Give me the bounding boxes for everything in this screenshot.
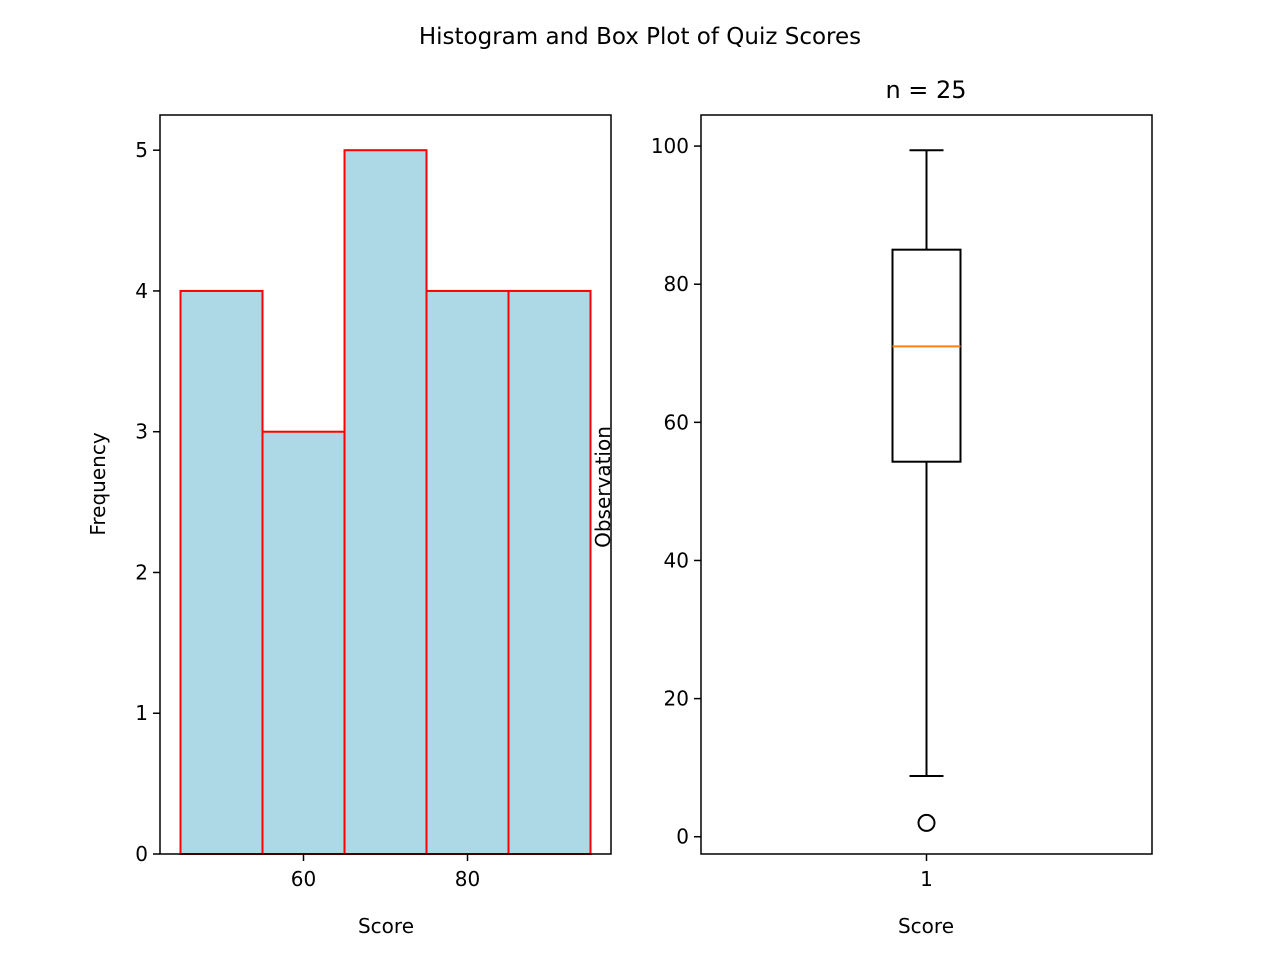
histogram-panel: 0 1 2 3 4 5 60 80 Score Frequency [86, 114, 612, 938]
histogram-bars [179, 149, 592, 855]
histogram-y-label: Frequency [86, 432, 110, 535]
y-tick-label: 0 [676, 825, 689, 849]
y-tick-label: 20 [664, 687, 689, 711]
y-tick-label: 4 [135, 279, 148, 303]
y-tick-label: 2 [135, 560, 148, 584]
box-iqr [891, 248, 962, 463]
y-tick-label: 40 [664, 548, 689, 572]
histogram-x-label: Score [358, 914, 414, 938]
boxplot-marks [891, 149, 962, 832]
boxplot-x-label: Score [898, 914, 954, 938]
outlier-point [917, 813, 936, 832]
histogram-bar [343, 149, 428, 855]
boxplot-panel: n = 25 0 20 40 60 80 100 1 Score Observation [591, 76, 1153, 938]
y-tick-label: 0 [135, 842, 148, 866]
histogram-axes-frame [159, 114, 612, 855]
boxplot-y-label: Observation [591, 426, 615, 548]
histogram-bar [425, 289, 510, 855]
figure-title: Histogram and Box Plot of Quiz Scores [419, 24, 861, 50]
x-tick-label: 60 [291, 867, 316, 891]
histogram-bar [261, 430, 346, 855]
y-tick-label: 3 [135, 420, 148, 444]
histogram-y-ticks: 0 1 2 3 4 5 [135, 138, 160, 866]
y-tick-label: 60 [664, 410, 689, 434]
boxplot-title: n = 25 [885, 76, 966, 104]
histogram-x-ticks: 60 80 [291, 854, 480, 891]
y-tick-label: 5 [135, 138, 148, 162]
histogram-bar [507, 289, 592, 855]
boxplot-x-ticks: 1 [920, 854, 933, 891]
y-tick-label: 100 [651, 134, 689, 158]
x-tick-label: 80 [455, 867, 480, 891]
y-tick-label: 80 [664, 272, 689, 296]
boxplot-y-ticks: 0 20 40 60 80 100 [651, 134, 701, 849]
histogram-bar [179, 289, 264, 855]
x-tick-label: 1 [920, 867, 933, 891]
y-tick-label: 1 [135, 701, 148, 725]
